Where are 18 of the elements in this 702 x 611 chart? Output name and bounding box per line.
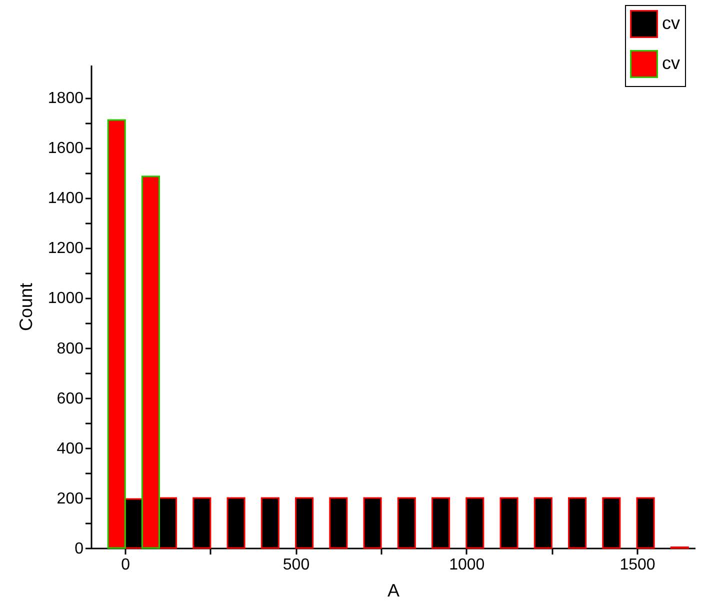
x-tick-label: 0 bbox=[121, 556, 130, 574]
y-tick-label: 200 bbox=[56, 490, 84, 508]
y-tick-label: 1400 bbox=[48, 190, 84, 208]
x-tick-label: 1000 bbox=[449, 556, 485, 574]
y-tick-label: 800 bbox=[56, 340, 84, 358]
x-tick-label: 500 bbox=[282, 556, 310, 574]
legend-label: cv bbox=[662, 53, 680, 73]
legend-label: cv bbox=[662, 13, 680, 33]
x-tick-label: 1500 bbox=[620, 556, 656, 574]
y-tick-label: 600 bbox=[56, 390, 84, 408]
y-tick-label: 1800 bbox=[48, 90, 84, 108]
y-tick-label: 1000 bbox=[48, 290, 84, 308]
x-axis-title: A bbox=[387, 580, 400, 600]
y-tick-label: 400 bbox=[56, 440, 84, 458]
y-tick-label: 0 bbox=[74, 540, 84, 558]
y-axis-title: Count bbox=[16, 282, 36, 332]
y-tick-label: 1600 bbox=[48, 140, 84, 158]
y-tick-label: 1200 bbox=[48, 240, 84, 258]
